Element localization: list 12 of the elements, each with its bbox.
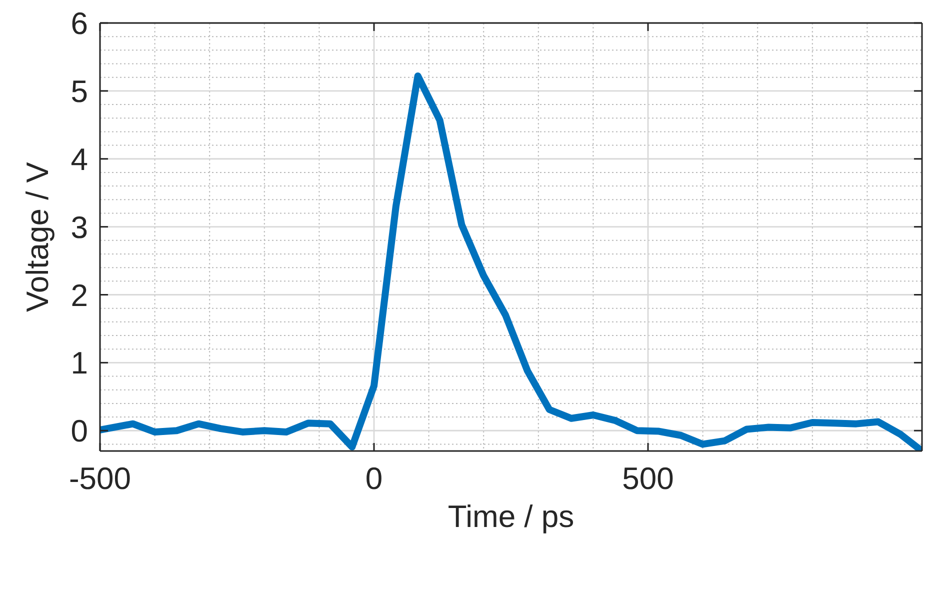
y-tick-label: 2 [70, 278, 88, 313]
y-tick-label: 6 [70, 6, 88, 42]
y-tick-label: 5 [70, 74, 88, 109]
y-tick-label: 4 [70, 142, 88, 177]
x-tick-label: -500 [68, 461, 132, 496]
x-axis-title: Time / ps [448, 499, 574, 534]
y-tick-label: 3 [70, 210, 88, 245]
x-tick-label: 0 [365, 461, 383, 496]
x-tick-label: 500 [622, 461, 674, 496]
y-tick-label: 1 [70, 346, 88, 381]
y-axis-title: Voltage / V [20, 162, 55, 312]
y-tick-label: 0 [70, 414, 88, 449]
